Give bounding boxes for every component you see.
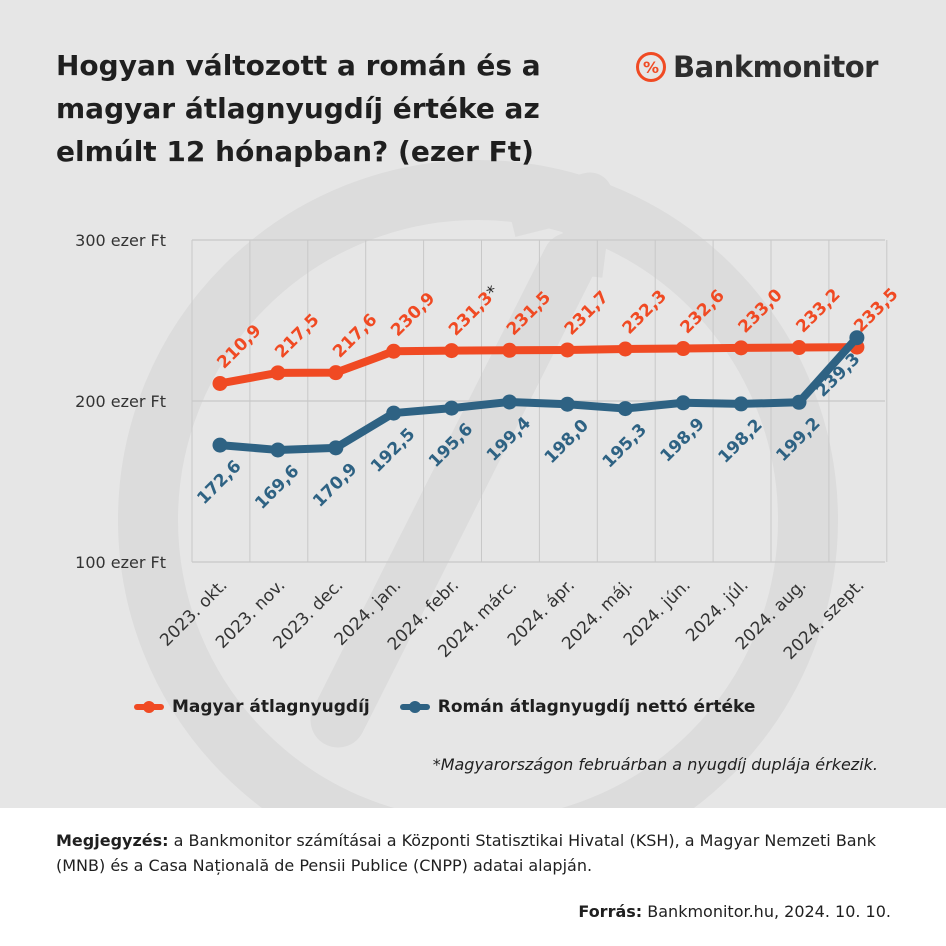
data-point	[502, 342, 517, 358]
source-label: Forrás:	[578, 902, 643, 921]
data-point	[270, 365, 286, 381]
source-text: Bankmonitor.hu, 2024. 10. 10.	[642, 902, 891, 921]
legend-label-magyar: Magyar átlagnyugdíj	[172, 697, 370, 717]
note: Megjegyzés: a Bankmonitor számításai a K…	[56, 828, 896, 878]
data-point	[270, 442, 286, 458]
brand-logo: % Bankmonitor	[636, 50, 878, 84]
brand-name: Bankmonitor	[673, 50, 878, 84]
data-label: 231,7	[561, 287, 613, 339]
data-label: 198,2	[714, 415, 766, 467]
data-point	[328, 365, 344, 381]
data-label: 199,4	[483, 413, 535, 465]
data-point	[675, 341, 691, 357]
data-label-value: 231,3	[445, 288, 497, 340]
percent-circle-icon: %	[636, 52, 666, 82]
source: Forrás: Bankmonitor.hu, 2024. 10. 10.	[578, 902, 891, 921]
data-label: 233,5	[850, 284, 902, 336]
data-label: 195,3	[599, 420, 651, 472]
data-point	[386, 405, 402, 421]
data-label: 199,2	[772, 414, 824, 466]
data-point	[849, 330, 865, 346]
data-point	[791, 394, 807, 410]
data-label: 172,6	[193, 456, 245, 508]
data-point	[212, 437, 228, 453]
data-point	[675, 395, 691, 411]
chart-title: Hogyan változott a román és a magyar átl…	[56, 49, 541, 168]
line-chart: 300 ezer Ft 200 ezer Ft 100 ezer Ft 2023. …	[75, 231, 902, 664]
data-label: 192,5	[367, 424, 419, 476]
data-label: 231,5	[503, 288, 555, 340]
data-label: 233,0	[734, 285, 786, 337]
data-point	[212, 375, 228, 391]
y-axis-ticks: 300 ezer Ft 200 ezer Ft 100 ezer Ft	[75, 231, 166, 572]
data-label: 231,3*	[445, 282, 503, 340]
data-label: 217,6	[329, 310, 381, 362]
x-axis-ticks: 2023. okt.2023. nov.2023. dec.2024. jan.…	[156, 575, 868, 664]
data-label: 210,9	[213, 321, 265, 373]
y-tick-label: 200 ezer Ft	[75, 392, 166, 411]
data-point	[328, 440, 344, 456]
data-point	[502, 394, 517, 410]
data-point	[617, 401, 633, 417]
series	[212, 330, 865, 458]
legend-swatch-magyar	[134, 701, 164, 713]
legend-item-magyar: Magyar átlagnyugdíj	[134, 697, 370, 717]
legend-item-roman: Román átlagnyugdíj nettó értéke	[399, 697, 756, 717]
note-label: Megjegyzés:	[56, 831, 169, 850]
data-label: 232,6	[677, 286, 729, 338]
data-label: 170,9	[309, 459, 361, 511]
data-point	[617, 341, 633, 357]
data-point	[733, 340, 749, 356]
data-point	[386, 343, 402, 359]
data-label: 198,9	[657, 414, 709, 466]
y-tick-label: 300 ezer Ft	[75, 231, 166, 250]
data-label: 230,9	[387, 289, 439, 341]
data-point	[444, 343, 460, 359]
note-text: a Bankmonitor számításai a Központi Stat…	[56, 831, 877, 875]
data-label: 169,6	[251, 461, 303, 513]
footnote: *Magyarországon februárban a nyugdíj dup…	[432, 755, 878, 774]
data-point	[791, 340, 807, 356]
legend-label-roman: Román átlagnyugdíj nettó értéke	[437, 697, 756, 717]
data-label: 217,5	[271, 310, 323, 362]
data-label: 233,2	[792, 285, 844, 337]
data-point	[444, 400, 460, 416]
series-line	[216, 333, 861, 454]
data-point	[559, 342, 575, 358]
data-point	[559, 396, 575, 412]
data-label: 195,6	[425, 419, 477, 471]
legend: Magyar átlagnyugdíj Román átlagnyugdíj n…	[134, 697, 785, 717]
data-label: 232,3	[619, 286, 671, 338]
data-label: 198,0	[541, 415, 593, 467]
watermark-logo	[338, 260, 570, 720]
series-line	[216, 343, 861, 388]
legend-swatch-roman	[399, 701, 430, 713]
data-point	[733, 396, 749, 412]
y-tick-label: 100 ezer Ft	[75, 553, 166, 572]
footer: Megjegyzés: a Bankmonitor számításai a K…	[0, 808, 946, 946]
